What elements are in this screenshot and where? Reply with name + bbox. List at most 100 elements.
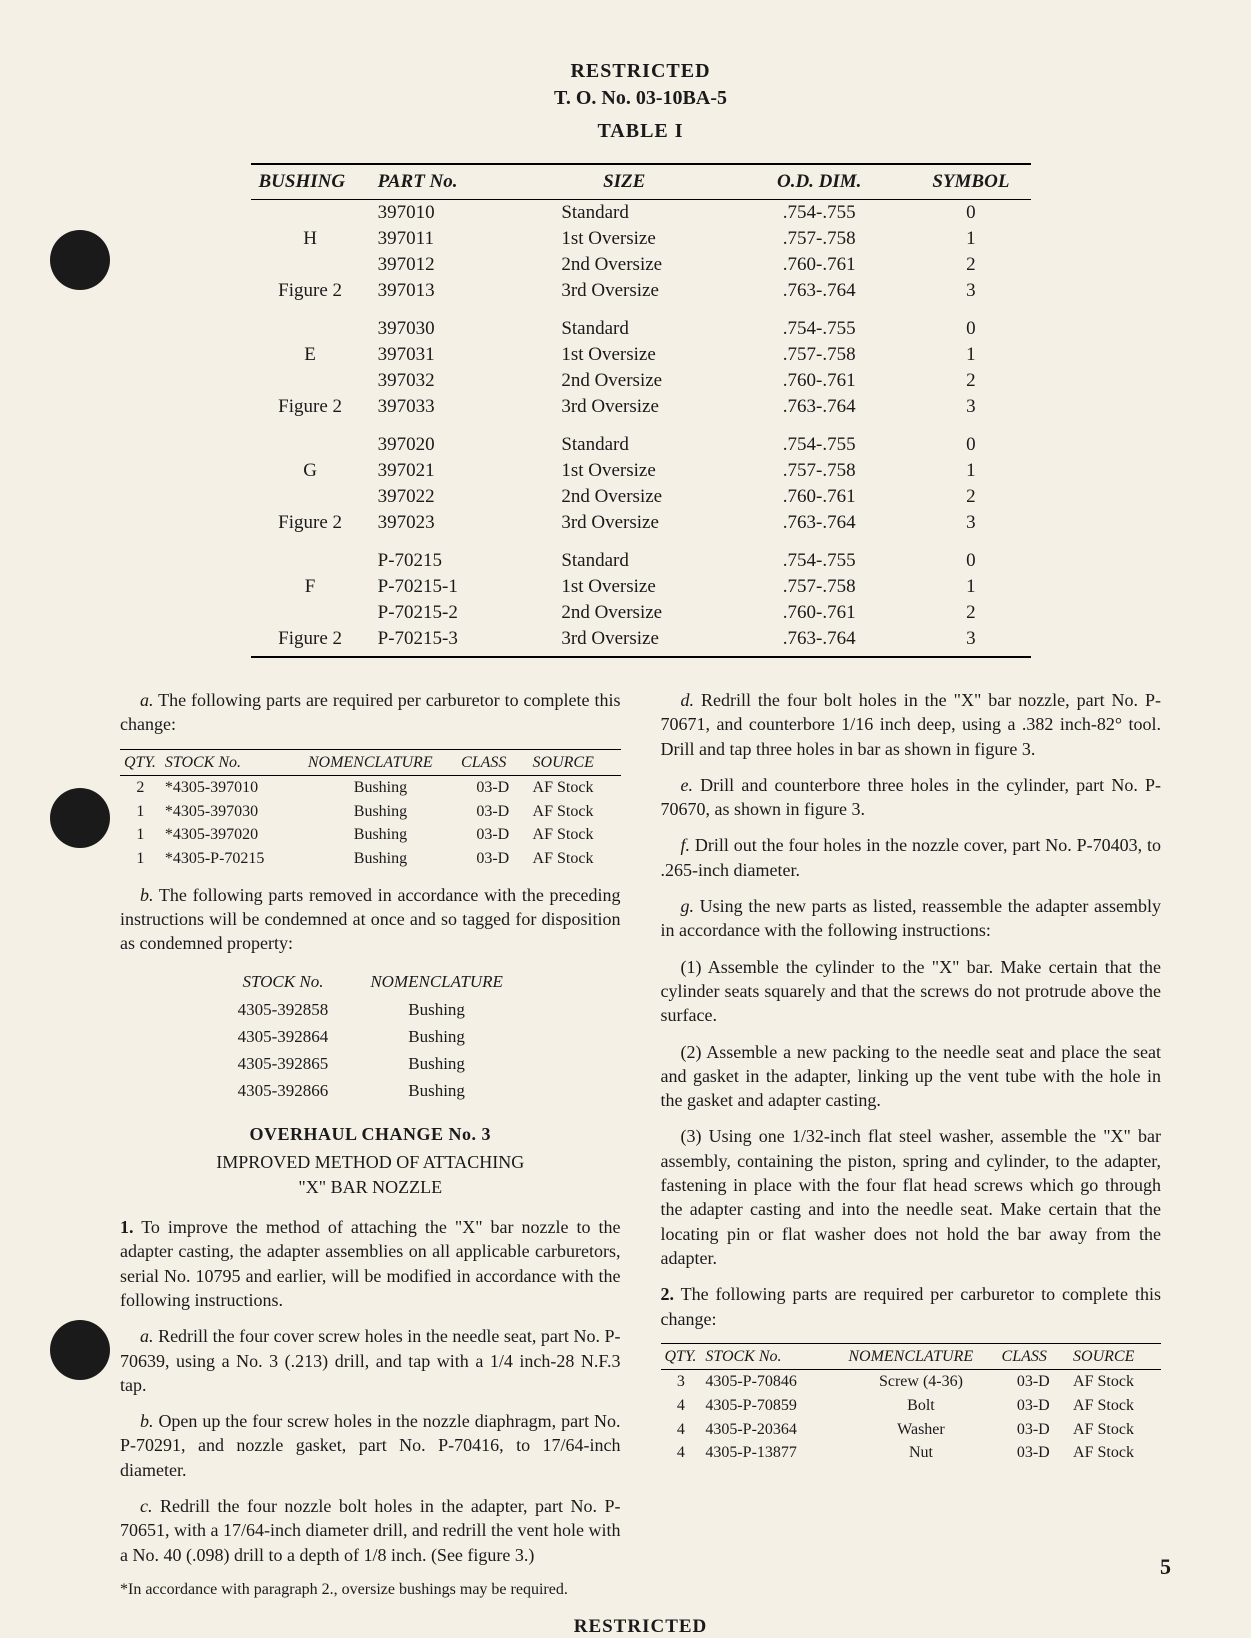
src-cell: AF Stock	[529, 800, 621, 824]
symbol-cell: 0	[911, 432, 1030, 458]
dim-cell: .754-.755	[727, 432, 911, 458]
cls-cell: 03-D	[998, 1418, 1070, 1442]
nomen-cell: Bushing	[304, 823, 457, 847]
partno-cell: 397022	[370, 484, 522, 510]
dim-cell: .763-.764	[727, 278, 911, 304]
para-g2: (2) Assemble a new packing to the needle…	[661, 1040, 1162, 1113]
src-cell: AF Stock	[1069, 1418, 1161, 1442]
bushing-cell: Figure 2	[251, 626, 370, 657]
dim-cell: .760-.761	[727, 252, 911, 278]
para-g: g. Using the new parts as listed, reasse…	[661, 894, 1162, 943]
para-1b: b. Open up the four screw holes in the n…	[120, 1409, 621, 1482]
hdr-stock: STOCK No.	[701, 1343, 844, 1370]
size-cell: 3rd Oversize	[521, 626, 727, 657]
symbol-cell: 2	[911, 252, 1030, 278]
para-2: 2. The following parts are required per …	[661, 1282, 1162, 1331]
punch-hole	[50, 788, 110, 848]
nomen-cell: Bushing	[350, 1052, 523, 1077]
table-row: 44305-P-13877Nut03-DAF Stock	[661, 1441, 1162, 1465]
restricted-label: RESTRICTED	[120, 60, 1161, 83]
src-cell: AF Stock	[529, 823, 621, 847]
footnote: *In accordance with paragraph 2., oversi…	[120, 1579, 621, 1601]
cls-cell: 03-D	[998, 1441, 1070, 1465]
table-row: 397020Standard.754-.7550	[251, 432, 1031, 458]
size-cell: 2nd Oversize	[521, 484, 727, 510]
partno-cell: 397010	[370, 200, 522, 227]
symbol-cell: 3	[911, 510, 1030, 536]
nomen-cell: Bushing	[304, 776, 457, 800]
table-row: 397010Standard.754-.7550	[251, 200, 1031, 227]
qty-cell: 4	[661, 1441, 702, 1465]
dim-cell: .763-.764	[727, 510, 911, 536]
dim-cell: .760-.761	[727, 368, 911, 394]
to-number: T. O. No. 03-10BA-5	[120, 87, 1161, 110]
partno-cell: P-70215	[370, 548, 522, 574]
hdr-stock: STOCK No.	[161, 749, 304, 776]
symbol-cell: 0	[911, 548, 1030, 574]
col-symbol: SYMBOL	[911, 164, 1030, 200]
table-row: 3970122nd Oversize.760-.7612	[251, 252, 1031, 278]
para-1a: a. Redrill the four cover screw holes in…	[120, 1324, 621, 1397]
size-cell: 1st Oversize	[521, 458, 727, 484]
bushing-cell: F	[251, 574, 370, 600]
bushing-cell: Figure 2	[251, 394, 370, 420]
table-row: Figure 23970233rd Oversize.763-.7643	[251, 510, 1031, 536]
symbol-cell: 2	[911, 484, 1030, 510]
table-row: 44305-P-20364Washer03-DAF Stock	[661, 1418, 1162, 1442]
bushing-cell	[251, 200, 370, 227]
partno-cell: 397012	[370, 252, 522, 278]
para-b: b. The following parts removed in accord…	[120, 883, 621, 956]
parts-required-table-2: QTY. STOCK No. NOMENCLATURE CLASS SOURCE…	[661, 1343, 1162, 1465]
hdr-nomen: NOMENCLATURE	[350, 969, 523, 996]
table-row: P-70215Standard.754-.7550	[251, 548, 1031, 574]
size-cell: Standard	[521, 316, 727, 342]
table-row: H3970111st Oversize.757-.7581	[251, 226, 1031, 252]
change-subheading: IMPROVED METHOD OF ATTACHING "X" BAR NOZ…	[120, 1150, 621, 1199]
partno-cell: 397030	[370, 316, 522, 342]
stock-cell: 4305-392858	[218, 998, 349, 1023]
dim-cell: .760-.761	[727, 484, 911, 510]
src-cell: AF Stock	[1069, 1441, 1161, 1465]
nomen-cell: Bushing	[304, 800, 457, 824]
bushing-cell: E	[251, 342, 370, 368]
table-row: E3970311st Oversize.757-.7581	[251, 342, 1031, 368]
size-cell: 2nd Oversize	[521, 368, 727, 394]
size-cell: Standard	[521, 200, 727, 227]
stock-cell: 4305-392864	[218, 1025, 349, 1050]
dim-cell: .757-.758	[727, 226, 911, 252]
partno-cell: P-70215-1	[370, 574, 522, 600]
symbol-cell: 3	[911, 626, 1030, 657]
para-g3: (3) Using one 1/32-inch flat steel washe…	[661, 1124, 1162, 1270]
bushing-cell	[251, 432, 370, 458]
cls-cell: 03-D	[998, 1394, 1070, 1418]
nomen-cell: Bolt	[844, 1394, 997, 1418]
cls-cell: 03-D	[457, 847, 529, 871]
partno-cell: 397011	[370, 226, 522, 252]
table-row: 1*4305-P-70215Bushing03-DAF Stock	[120, 847, 621, 871]
hdr-qty: QTY.	[661, 1343, 702, 1370]
size-cell: Standard	[521, 548, 727, 574]
size-cell: Standard	[521, 432, 727, 458]
bushing-cell	[251, 316, 370, 342]
table-row: G3970211st Oversize.757-.7581	[251, 458, 1031, 484]
partno-cell: 397020	[370, 432, 522, 458]
hdr-stock: STOCK No.	[218, 969, 349, 996]
nomen-cell: Bushing	[350, 1025, 523, 1050]
stock-cell: 4305-P-13877	[701, 1441, 844, 1465]
src-cell: AF Stock	[1069, 1370, 1161, 1394]
partno-cell: P-70215-3	[370, 626, 522, 657]
table-row: 4305-392864Bushing	[218, 1025, 523, 1050]
symbol-cell: 3	[911, 278, 1030, 304]
stock-cell: 4305-392865	[218, 1052, 349, 1077]
table-row: 34305-P-70846Screw (4-36)03-DAF Stock	[661, 1370, 1162, 1394]
dim-cell: .760-.761	[727, 600, 911, 626]
qty-cell: 3	[661, 1370, 702, 1394]
size-cell: 2nd Oversize	[521, 252, 727, 278]
hdr-source: SOURCE	[529, 749, 621, 776]
body-columns: a. The following parts are required per …	[120, 688, 1161, 1600]
partno-cell: 397023	[370, 510, 522, 536]
table-row: 2*4305-397010Bushing03-DAF Stock	[120, 776, 621, 800]
table-row: 44305-P-70859Bolt03-DAF Stock	[661, 1394, 1162, 1418]
para-f: f. Drill out the four holes in the nozzl…	[661, 833, 1162, 882]
cls-cell: 03-D	[457, 776, 529, 800]
